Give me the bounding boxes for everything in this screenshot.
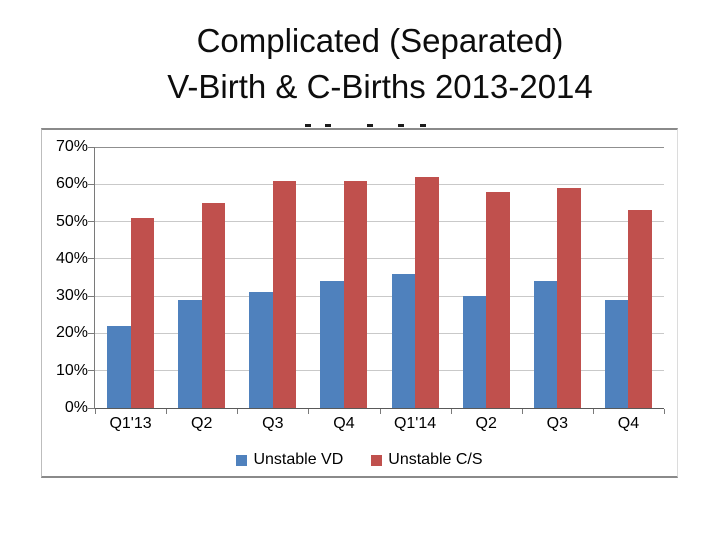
x-axis-tick: [664, 409, 665, 414]
y-axis-label: 50%: [55, 212, 88, 230]
bar-unstable-vd: [107, 325, 131, 408]
title-line-1: Complicated (Separated): [196, 22, 564, 59]
y-axis-line: [94, 147, 95, 409]
bar-unstable-c-s: [130, 217, 155, 408]
bar-unstable-c-s: [415, 176, 439, 408]
gridline: [95, 370, 664, 372]
letter-top-mark: [420, 124, 426, 127]
x-axis-tick: [166, 409, 168, 414]
x-axis-label: Q4: [617, 415, 640, 432]
legend-item: Unstable VD: [236, 451, 343, 469]
chart-title: Complicated (Separated) V-Birth & C-Birt…: [40, 18, 720, 110]
y-axis-label: 20%: [55, 324, 88, 342]
letter-top-mark: [305, 124, 311, 127]
y-axis-label: 70%: [55, 138, 88, 155]
legend-item: Unstable C/S: [371, 451, 483, 469]
y-axis-tick: [88, 146, 95, 148]
chart-legend: Unstable VD Unstable C/S: [42, 451, 677, 471]
x-axis-label: Q2: [191, 415, 213, 432]
y-axis-tick: [88, 221, 95, 223]
y-axis-tick: [88, 183, 95, 185]
bar-unstable-c-s: [343, 180, 368, 408]
x-axis-label: Q2: [475, 415, 497, 432]
clipped-title-remnant: [0, 124, 720, 128]
bar-unstable-vd: [604, 299, 629, 408]
bar-unstable-vd: [178, 299, 202, 408]
x-axis-tick: [237, 409, 239, 414]
bar-unstable-c-s: [486, 191, 510, 408]
bar-unstable-c-s: [272, 180, 297, 408]
bar-unstable-c-s: [557, 188, 581, 408]
y-axis-tick: [88, 295, 95, 297]
gridline: [95, 146, 664, 148]
y-axis-tick: [88, 332, 95, 334]
letter-top-mark: [367, 124, 373, 127]
bar-unstable-c-s: [201, 202, 226, 408]
gridline: [95, 332, 664, 334]
bar-unstable-vd: [533, 281, 558, 408]
x-axis-tick: [450, 409, 452, 414]
x-axis-label: Q1'13: [109, 415, 152, 432]
x-axis-tick: [592, 409, 594, 414]
y-axis-label: 10%: [55, 361, 88, 379]
gridline: [95, 183, 664, 185]
bar-unstable-vd: [462, 296, 487, 408]
legend-label: Unstable VD: [253, 451, 344, 468]
y-axis-tick: [88, 407, 95, 409]
x-axis-tick: [521, 409, 523, 414]
x-axis-label: Q3: [546, 415, 568, 432]
x-axis-tick: [379, 409, 381, 414]
letter-top-mark: [398, 124, 404, 127]
letter-top-mark: [325, 124, 331, 127]
x-axis-tick: [308, 409, 310, 414]
chart-area: Unstable VD Unstable C/S 0% 10% 20% 30% 40% 50…: [41, 128, 678, 478]
y-axis-label: 40%: [55, 249, 88, 267]
title-line-2: V-Birth & C-Births 2013-2014: [167, 68, 593, 105]
x-axis-line: [95, 408, 664, 409]
bar-unstable-vd: [249, 292, 273, 408]
bar-unstable-vd: [320, 281, 344, 408]
x-axis-label: Q3: [262, 415, 284, 432]
y-axis-tick: [88, 258, 95, 260]
x-axis-label: Q4: [333, 415, 355, 432]
gridline: [95, 258, 664, 260]
y-axis-tick: [88, 370, 95, 372]
bar-unstable-vd: [391, 273, 416, 408]
y-axis-label: 0%: [64, 399, 88, 416]
bar-unstable-c-s: [628, 210, 652, 408]
legend-swatch-icon: [236, 454, 248, 466]
legend-label: Unstable C/S: [388, 451, 483, 468]
x-axis-label: Q1'14: [393, 415, 437, 432]
y-axis-label: 30%: [55, 287, 88, 305]
gridline: [95, 295, 664, 297]
legend-swatch-icon: [371, 454, 383, 466]
y-axis-label: 60%: [55, 175, 88, 193]
gridline: [95, 221, 664, 223]
x-axis-tick: [95, 409, 96, 414]
